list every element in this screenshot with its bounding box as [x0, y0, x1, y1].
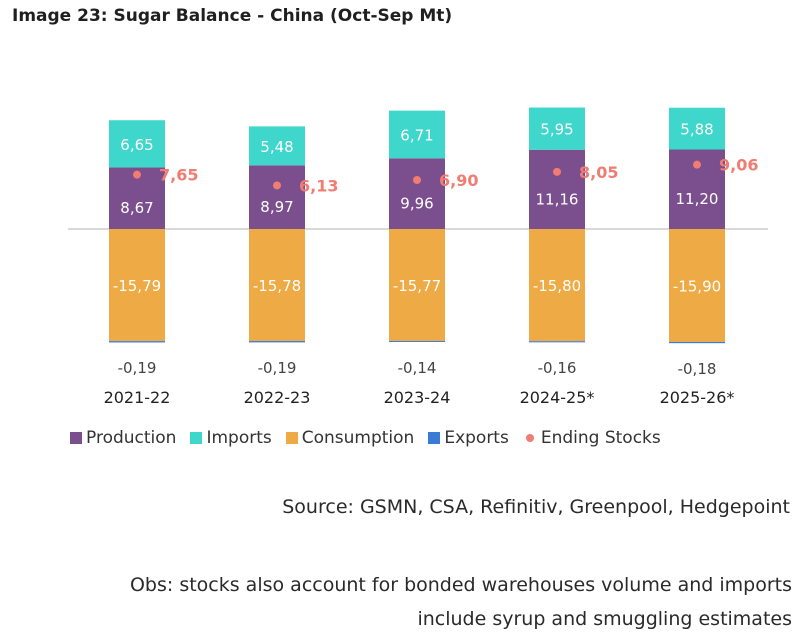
bar-consumption — [109, 229, 165, 342]
label-production: 9,96 — [400, 195, 433, 213]
label-consumption: -15,80 — [533, 277, 581, 295]
bar-production — [249, 165, 305, 229]
legend-swatch-consumption — [285, 432, 298, 444]
bar-production — [389, 158, 445, 229]
label-ending-stocks: 6,13 — [299, 176, 338, 195]
label-ending-stocks: 6,90 — [439, 171, 478, 190]
label-exports: -0,18 — [678, 360, 717, 378]
label-ending-stocks: 7,65 — [159, 166, 198, 185]
category-label: 2023-24 — [384, 388, 451, 407]
stacked-bar-chart: -15,79 -0,19 8,67 6,65 7,65 2021-22 -15,78 -0,1… — [68, 107, 768, 407]
legend-label-imports: Imports — [206, 428, 272, 448]
bar-imports — [529, 107, 585, 150]
bar-exports — [529, 341, 585, 343]
label-imports: 5,48 — [260, 138, 293, 156]
label-imports: 5,88 — [680, 121, 713, 139]
legend-item-exports: Exports — [428, 428, 509, 448]
bar-imports — [109, 120, 165, 168]
legend-item-consumption: Consumption — [285, 428, 415, 448]
source-note: Source: GSMN, CSA, Refinitiv, Greenpool,… — [282, 496, 790, 518]
legend-swatch-production — [70, 432, 82, 444]
legend-item-imports: Imports — [190, 428, 272, 448]
label-consumption: -15,79 — [113, 277, 161, 295]
bar-consumption — [249, 229, 305, 342]
bar-production — [529, 149, 585, 229]
legend-label-consumption: Consumption — [301, 428, 415, 448]
point-ending-stocks — [553, 167, 561, 176]
bar-imports — [669, 107, 725, 150]
category-label: 2025-26* — [660, 388, 735, 407]
label-exports: -0,19 — [258, 359, 297, 377]
label-production: 11,16 — [536, 190, 579, 208]
label-production: 8,67 — [120, 199, 153, 217]
legend-item-ending-stocks: Ending Stocks — [523, 428, 661, 448]
bar-exports — [109, 341, 165, 343]
label-ending-stocks: 8,05 — [579, 163, 618, 182]
point-ending-stocks — [693, 160, 701, 169]
bar-exports — [389, 340, 445, 342]
observation-line-2: include syrup and smuggling estimates — [417, 608, 792, 630]
bar-exports — [669, 341, 725, 344]
label-imports: 6,65 — [120, 136, 153, 154]
label-production: 11,20 — [676, 190, 719, 208]
chart-legend: Production Imports Consumption Exports E… — [70, 428, 661, 448]
point-ending-stocks — [273, 181, 281, 190]
legend-swatch-exports — [428, 432, 441, 444]
bar-consumption — [529, 229, 585, 342]
category-label: 2022-23 — [244, 388, 311, 407]
bar-imports — [389, 110, 445, 159]
label-consumption: -15,78 — [253, 277, 301, 295]
legend-label-exports: Exports — [444, 428, 509, 448]
category-label: 2021-22 — [104, 388, 171, 407]
bar-consumption — [389, 229, 445, 341]
observation-note: Obs: stocks also account for bonded ware… — [52, 568, 792, 636]
chart-title: Image 23: Sugar Balance - China (Oct-Sep… — [12, 6, 453, 26]
label-exports: -0,16 — [538, 359, 577, 377]
label-exports: -0,19 — [118, 359, 157, 377]
legend-dot-ending-stocks — [525, 434, 534, 442]
legend-label-ending-stocks: Ending Stocks — [540, 428, 661, 448]
legend-item-production: Production — [70, 428, 176, 448]
label-imports: 6,71 — [400, 126, 433, 144]
label-consumption: -15,77 — [393, 277, 441, 295]
observation-line-1: Obs: stocks also account for bonded ware… — [129, 574, 792, 596]
legend-swatch-imports — [190, 432, 203, 444]
label-ending-stocks: 9,06 — [719, 156, 758, 175]
bar-consumption — [669, 229, 725, 342]
label-imports: 5,95 — [540, 121, 573, 139]
label-exports: -0,14 — [398, 359, 437, 377]
label-production: 8,97 — [260, 198, 293, 216]
point-ending-stocks — [133, 170, 141, 179]
category-label: 2024-25* — [520, 388, 595, 407]
legend-label-production: Production — [86, 428, 177, 448]
bar-imports — [249, 126, 305, 166]
bar-exports — [249, 341, 305, 343]
point-ending-stocks — [413, 176, 421, 185]
label-consumption: -15,90 — [673, 277, 721, 295]
